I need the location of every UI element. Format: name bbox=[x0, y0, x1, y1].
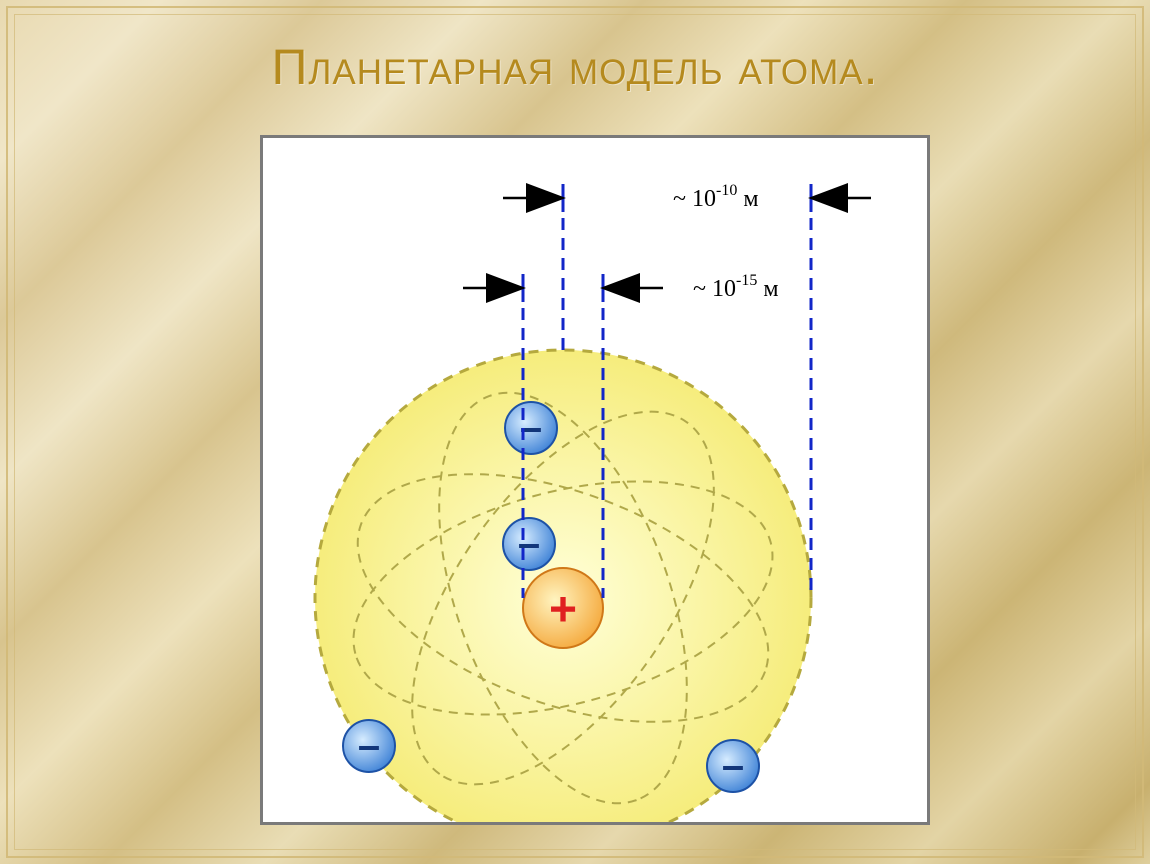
electron: – bbox=[343, 720, 395, 772]
electron: – bbox=[503, 518, 555, 570]
dimension-label: ~ 10-10 м bbox=[673, 182, 759, 212]
nucleus-plus-sign: + bbox=[549, 584, 577, 637]
electron-minus-sign: – bbox=[518, 522, 540, 566]
electron-minus-sign: – bbox=[358, 724, 380, 768]
slide-title: Планетарная модель атома. bbox=[0, 38, 1150, 96]
slide: Планетарная модель атома. bbox=[0, 0, 1150, 864]
dimension-label: ~ 10-15 м bbox=[693, 272, 779, 302]
electron-minus-sign: – bbox=[722, 744, 744, 788]
electron: – bbox=[707, 740, 759, 792]
atom-diagram-frame: – – – – + ~ 10-10 м ~ 10-15 м bbox=[260, 135, 930, 825]
nucleus: + bbox=[523, 568, 603, 648]
electron: – bbox=[505, 402, 557, 454]
atom-diagram: – – – – + ~ 10-10 м ~ 10-15 м bbox=[263, 138, 927, 822]
